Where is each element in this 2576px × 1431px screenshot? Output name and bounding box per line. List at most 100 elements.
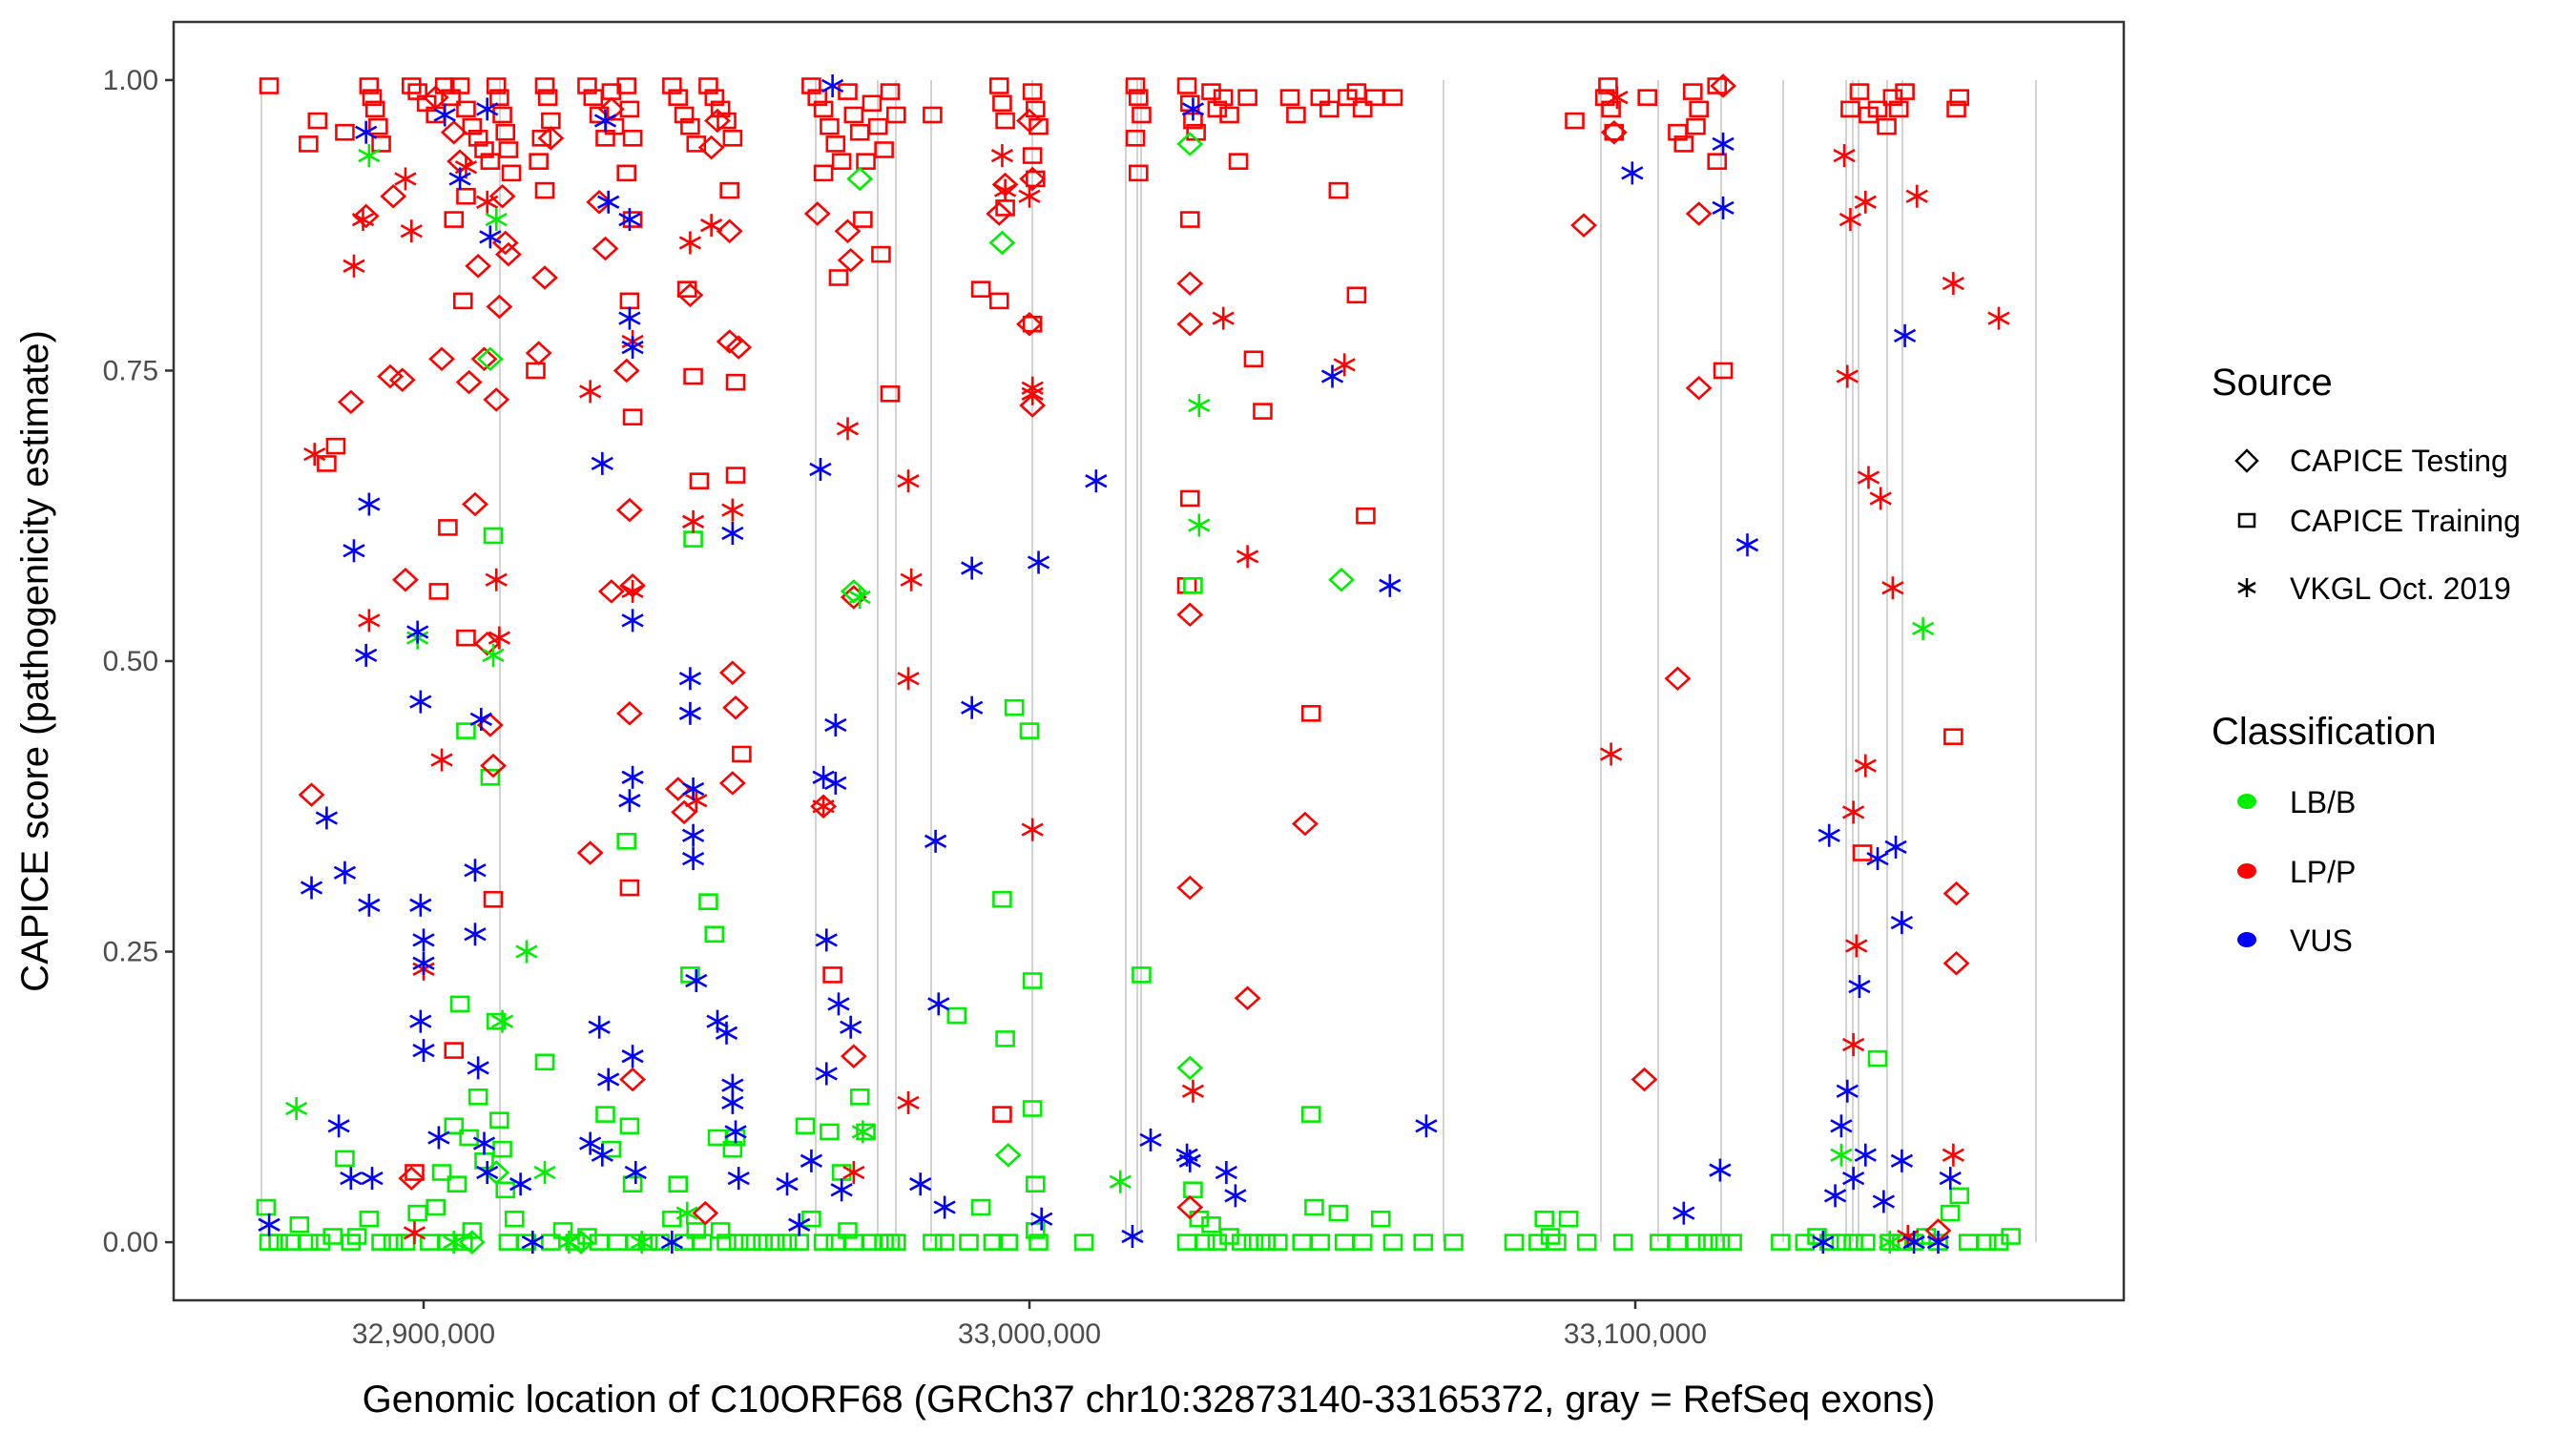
point-square — [871, 245, 891, 263]
point-square — [1444, 1234, 1464, 1251]
point-square — [1382, 1234, 1403, 1251]
point-asterisk — [300, 876, 323, 900]
point-diamond — [483, 1160, 510, 1185]
point-asterisk — [1415, 1114, 1438, 1138]
point-square — [717, 112, 737, 130]
point-square — [534, 1053, 555, 1071]
point-square — [753, 1234, 773, 1251]
point-square — [998, 1234, 1019, 1251]
point-square — [1022, 83, 1043, 100]
point-asterisk — [430, 748, 453, 772]
point-square — [946, 1006, 967, 1025]
point-asterisk — [1987, 306, 2010, 330]
x-tick-label: 33,000,000 — [958, 1318, 1101, 1350]
point-asterisk — [700, 214, 723, 238]
point-square — [1019, 722, 1040, 739]
point-asterisk — [1599, 742, 1623, 766]
point-square — [1022, 972, 1043, 989]
point-diamond — [586, 190, 613, 215]
point-square — [489, 1111, 509, 1129]
point-diamond — [592, 236, 619, 261]
point-asterisk — [1884, 835, 1907, 859]
point-asterisk — [618, 789, 641, 813]
point-square — [467, 1089, 488, 1106]
point-square — [1207, 100, 1228, 118]
point-square — [1231, 1234, 1252, 1251]
point-square — [1612, 1234, 1633, 1251]
point-asterisk — [1709, 1158, 1732, 1182]
point-square — [1183, 577, 1203, 594]
point-asterisk — [721, 498, 744, 522]
point-square — [1686, 1234, 1706, 1251]
point-square — [886, 1234, 906, 1251]
point-asterisk — [427, 1126, 450, 1150]
point-asterisk — [993, 178, 1017, 202]
y-tick-label: 0.75 — [103, 355, 158, 386]
point-diamond — [1176, 875, 1204, 901]
legend-source-title: Source — [2212, 362, 2333, 404]
point-asterisk — [1021, 382, 1044, 405]
point-square — [970, 280, 991, 298]
point-asterisk — [618, 208, 641, 232]
legend-label: CAPICE Training — [2290, 504, 2521, 538]
point-square — [1176, 77, 1197, 94]
point-square — [595, 1106, 615, 1123]
point-square — [813, 100, 834, 118]
point-square — [1892, 1234, 1912, 1251]
point-asterisk — [1841, 1167, 1865, 1191]
point-square — [462, 1222, 483, 1239]
series-capice-training-lb-b — [256, 527, 2021, 1251]
point-diamond — [576, 840, 604, 865]
point-asterisk — [678, 701, 702, 725]
point-square — [853, 211, 873, 228]
point-square — [831, 153, 852, 170]
point-square — [728, 1234, 749, 1251]
point-square — [289, 1216, 310, 1234]
point-square — [531, 130, 552, 147]
point-diamond — [525, 341, 552, 365]
point-square — [992, 1106, 1012, 1123]
x-tick-label: 33,100,000 — [1564, 1318, 1707, 1350]
point-diamond — [422, 85, 449, 110]
point-square — [1831, 1234, 1852, 1251]
point-asterisk — [621, 609, 644, 633]
point-square — [1129, 89, 1149, 106]
point-asterisk — [1854, 754, 1877, 778]
legend-label: VKGL Oct. 2019 — [2290, 571, 2511, 606]
point-square — [259, 77, 280, 94]
point-asterisk — [358, 144, 381, 168]
point-asterisk — [1942, 272, 1964, 296]
point-diamond — [465, 254, 492, 279]
legend-classification-title: Classification — [2212, 711, 2437, 753]
dot-icon — [2237, 794, 2256, 809]
point-square — [732, 745, 752, 763]
point-diamond — [531, 265, 558, 290]
point-square — [874, 141, 894, 158]
point-asterisk — [433, 103, 456, 127]
y-tick-label: 0.00 — [103, 1227, 158, 1258]
point-square — [710, 1222, 731, 1239]
point-asterisk — [927, 992, 950, 1016]
point-asterisk — [1379, 573, 1402, 597]
point-square — [307, 112, 328, 130]
point-asterisk — [412, 928, 435, 952]
point-diamond — [803, 201, 831, 226]
point-square — [1132, 966, 1152, 984]
point-asterisk — [479, 225, 502, 249]
point-square — [1843, 1234, 1863, 1251]
point-square — [662, 77, 682, 94]
point-diamond — [676, 282, 704, 308]
point-diamond — [428, 346, 455, 372]
point-asterisk — [351, 208, 375, 232]
point-asterisk — [1606, 86, 1629, 110]
point-asterisk — [685, 789, 708, 813]
point-asterisk — [1848, 975, 1871, 999]
exon-lines — [260, 79, 2037, 1243]
point-asterisk — [1841, 1033, 1865, 1056]
point-asterisk — [315, 806, 339, 830]
point-square — [880, 83, 901, 100]
point-asterisk — [621, 765, 644, 789]
point-asterisk — [412, 951, 435, 975]
point-square — [822, 966, 842, 984]
point-square — [1371, 1210, 1391, 1228]
